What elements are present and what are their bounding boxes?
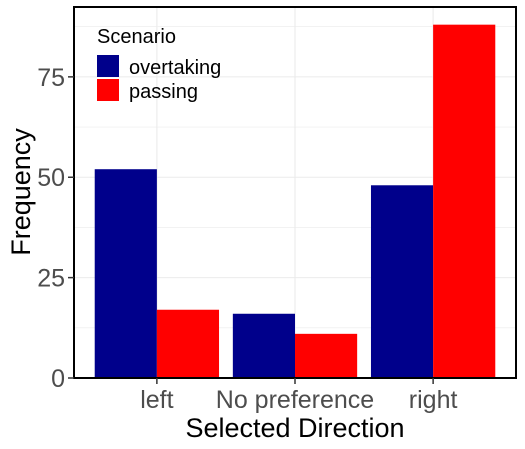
y-tick-label: 75	[37, 64, 65, 92]
x-tick-label: No preference	[216, 386, 374, 414]
y-tick-label: 25	[37, 265, 65, 293]
bar-passing-no-preference	[295, 333, 358, 378]
bar-passing-left	[156, 309, 220, 378]
x-axis: left No preference right	[140, 378, 457, 414]
legend-label-passing: passing	[129, 81, 198, 103]
y-tick-label: 50	[37, 164, 65, 192]
legend-label-overtaking: overtaking	[129, 57, 221, 79]
y-tick-label: 0	[51, 365, 65, 393]
x-tick-label: right	[409, 386, 458, 414]
legend-swatch-passing	[97, 79, 119, 101]
y-axis-title: Frequency	[6, 128, 36, 256]
bars	[94, 24, 496, 379]
bar-overtaking-left	[94, 169, 157, 378]
y-axis: 0 25 50 75	[37, 64, 74, 393]
bar-overtaking-no-preference	[232, 313, 295, 378]
x-axis-title: Selected Direction	[185, 413, 404, 443]
legend-title: Scenario	[97, 26, 176, 48]
bar-overtaking-right	[370, 185, 434, 378]
bar-passing-right	[433, 24, 496, 379]
legend-swatch-overtaking	[97, 55, 119, 77]
x-tick-label: left	[140, 386, 173, 414]
